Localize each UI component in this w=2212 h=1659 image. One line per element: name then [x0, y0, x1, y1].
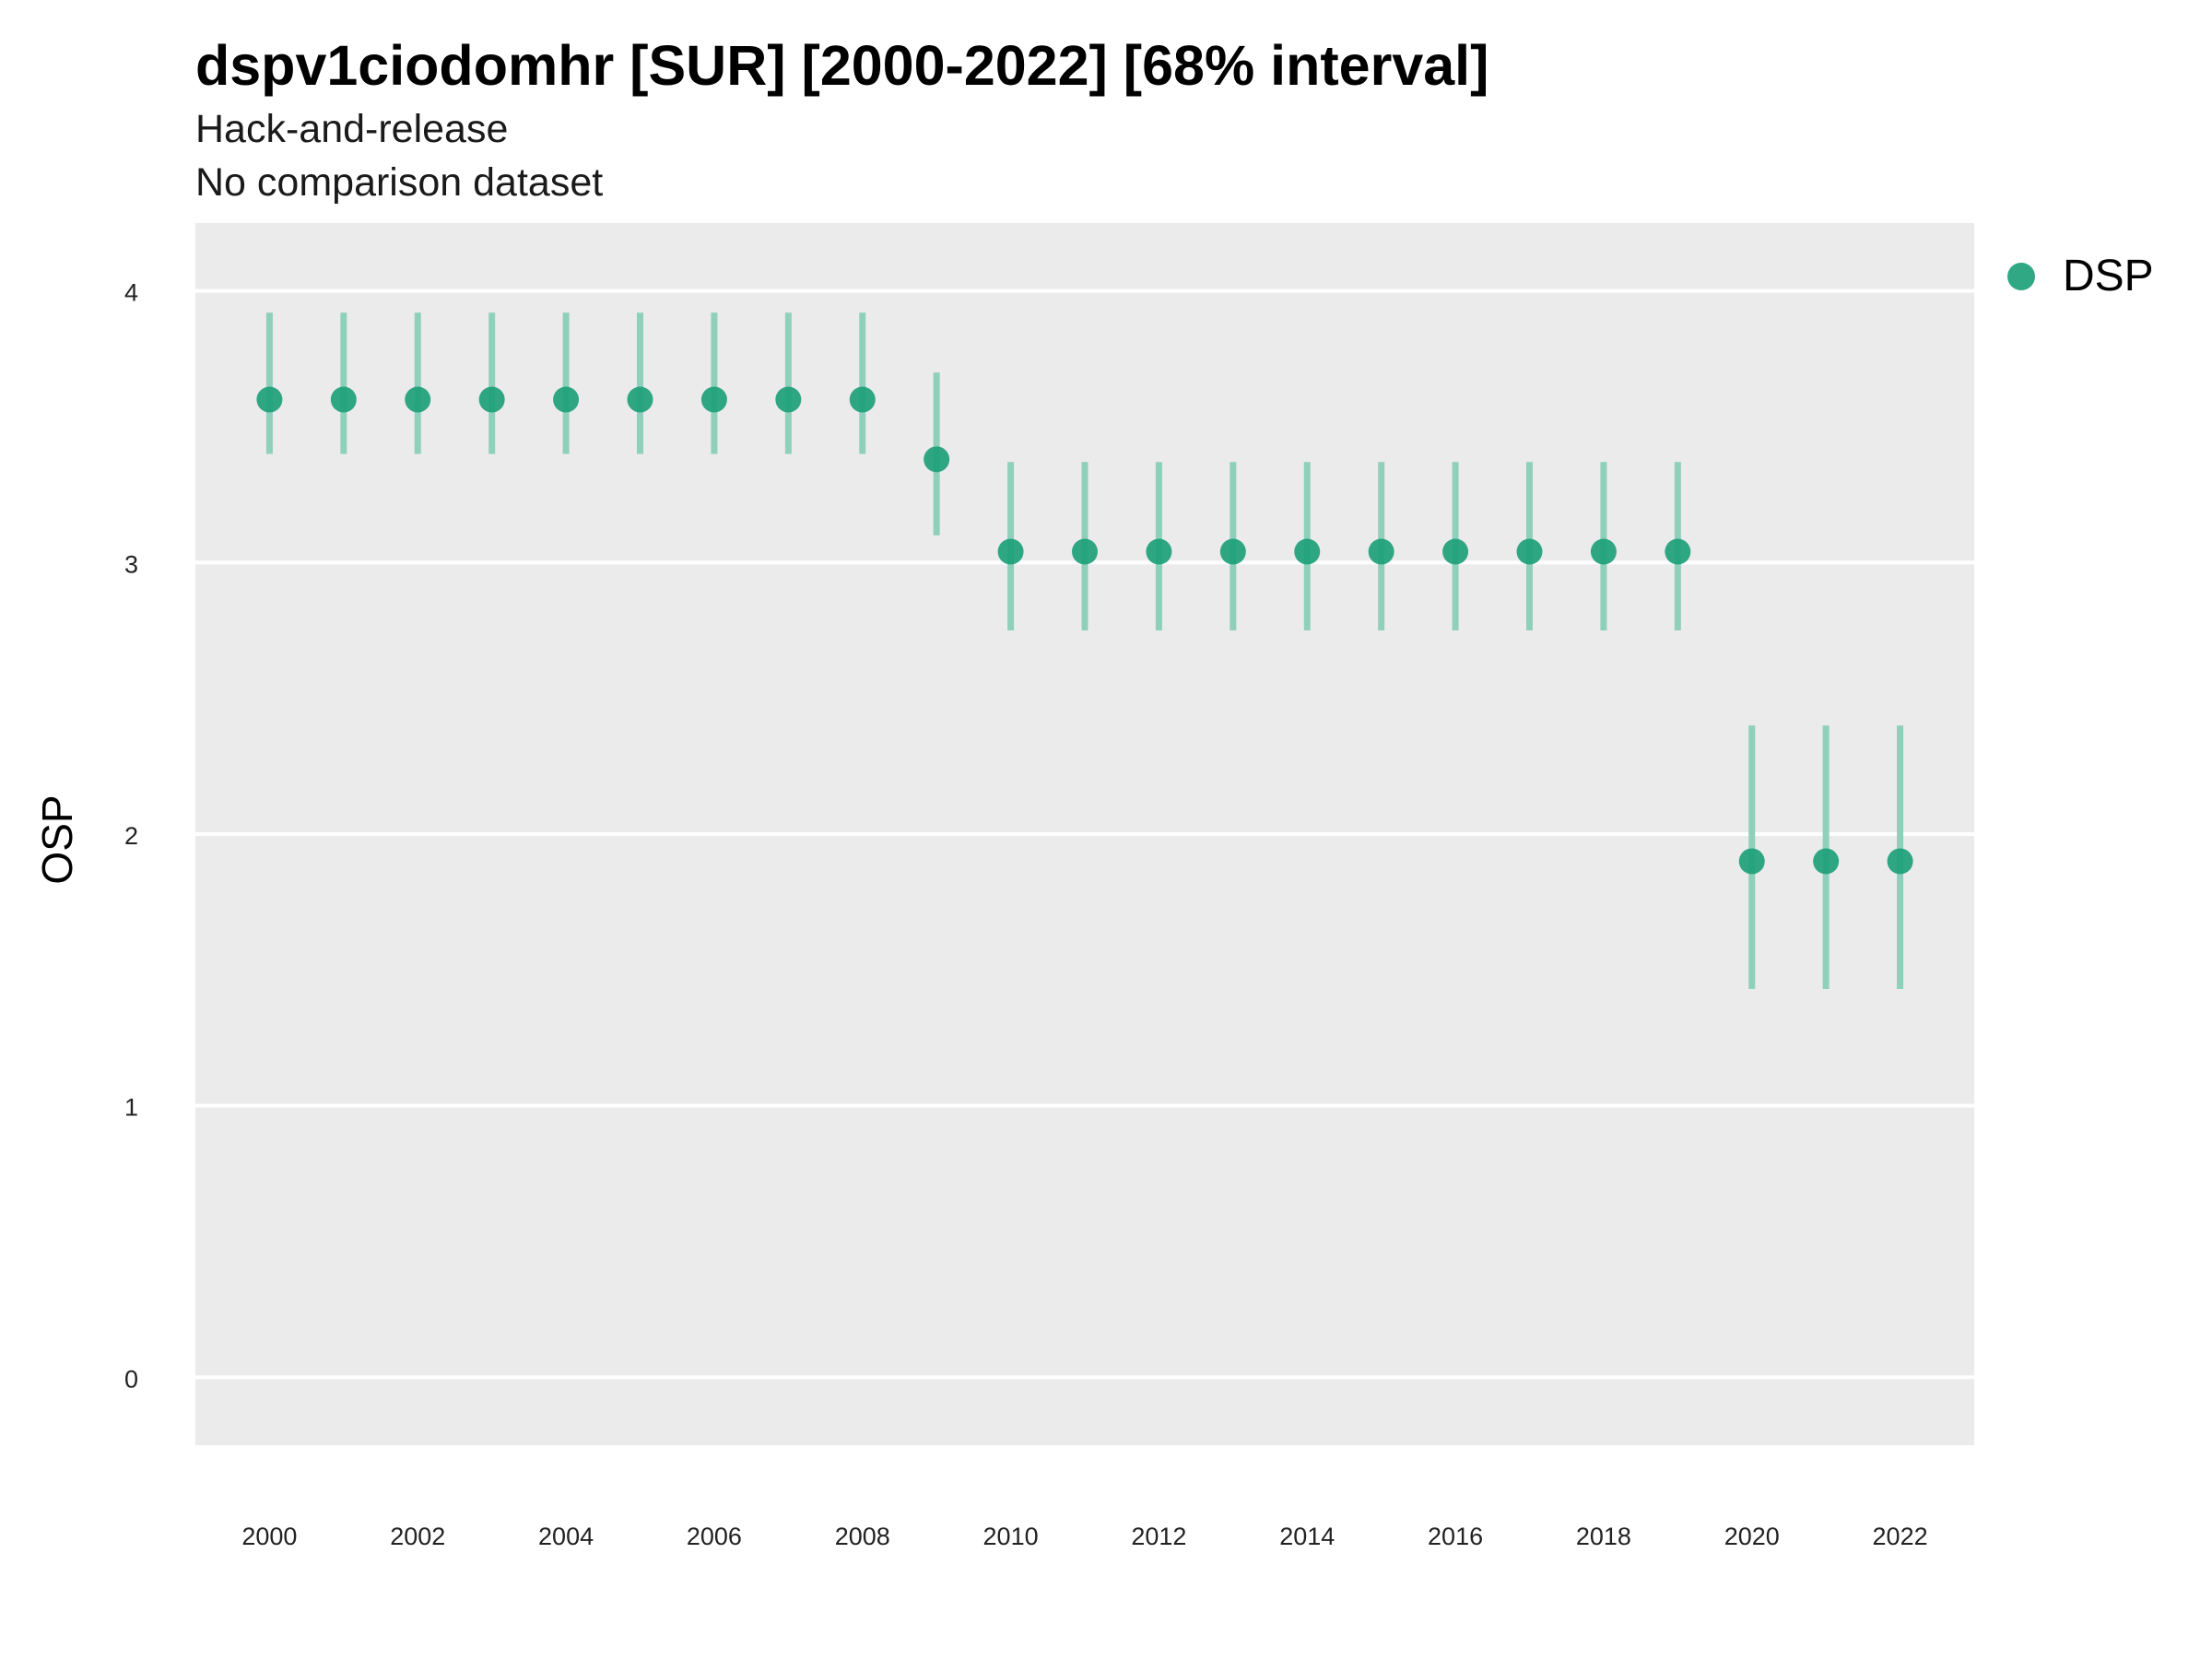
x-tick-label: 2018 — [1576, 1523, 1631, 1550]
data-point — [1665, 538, 1691, 565]
data-point — [627, 386, 653, 413]
legend-key-dsp — [2007, 262, 2035, 290]
x-tick-label: 2010 — [983, 1523, 1039, 1550]
data-point — [1219, 538, 1246, 565]
data-point — [1442, 538, 1469, 565]
data-point — [924, 446, 950, 473]
y-axis-title: OSP — [33, 794, 81, 884]
x-tick-label: 2020 — [1724, 1523, 1780, 1550]
legend-label-dsp: DSP — [2063, 252, 2154, 300]
x-tick-label: 2006 — [687, 1523, 742, 1550]
x-tick-label: 2000 — [241, 1523, 297, 1550]
x-tick-label: 2014 — [1279, 1523, 1335, 1550]
data-point — [1590, 538, 1617, 565]
x-tick-label: 2016 — [1428, 1523, 1483, 1550]
x-tick-label: 2004 — [538, 1523, 594, 1550]
x-tick-label: 2002 — [390, 1523, 445, 1550]
data-point — [1516, 538, 1543, 565]
data-point — [405, 386, 431, 413]
chart-subtitle: Hack-and-release — [195, 107, 509, 151]
data-point — [256, 386, 283, 413]
y-tick-label: 2 — [124, 822, 138, 850]
x-tick-label: 2012 — [1131, 1523, 1186, 1550]
x-tick-label: 2008 — [835, 1523, 890, 1550]
chart-note: No comparison dataset — [195, 160, 604, 205]
y-tick-label: 0 — [124, 1365, 138, 1393]
data-point — [775, 386, 802, 413]
data-point — [330, 386, 357, 413]
data-point — [1368, 538, 1394, 565]
y-tick-label: 1 — [124, 1094, 138, 1122]
data-point — [1146, 538, 1172, 565]
data-point — [1072, 538, 1098, 565]
data-point — [1813, 848, 1840, 875]
data-point — [553, 386, 580, 413]
x-tick-label: 2022 — [1873, 1523, 1928, 1550]
y-tick-label: 3 — [124, 550, 138, 578]
data-point — [478, 386, 505, 413]
data-point — [1887, 848, 1913, 875]
data-point — [1738, 848, 1765, 875]
data-point — [700, 386, 727, 413]
data-point — [997, 538, 1024, 565]
data-point — [1294, 538, 1321, 565]
data-point — [849, 386, 876, 413]
chart-title: dspv1ciodomhr [SUR] [2000-2022] [68% int… — [195, 34, 1489, 97]
legend: DSP — [2007, 251, 2154, 301]
y-tick-label: 4 — [124, 279, 138, 307]
